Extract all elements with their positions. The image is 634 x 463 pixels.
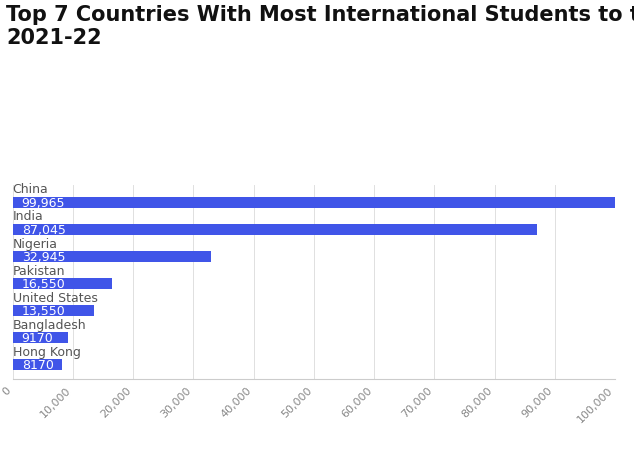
Text: 13,550: 13,550 <box>22 304 65 317</box>
Text: Pakistan: Pakistan <box>13 264 65 277</box>
Text: China: China <box>13 183 48 196</box>
Text: India: India <box>13 210 44 223</box>
Text: 99,965: 99,965 <box>22 196 65 209</box>
Bar <box>13 251 211 263</box>
Text: 32,945: 32,945 <box>22 250 65 263</box>
Text: 8170: 8170 <box>22 358 54 371</box>
Text: 16,550: 16,550 <box>22 277 65 290</box>
Bar <box>13 305 94 317</box>
Text: United States: United States <box>13 291 98 304</box>
Text: 9170: 9170 <box>22 332 53 344</box>
Text: Top 7 Countries With Most International Students to the UK in
2021-22: Top 7 Countries With Most International … <box>6 5 634 48</box>
Bar <box>13 359 62 370</box>
Text: 87,045: 87,045 <box>22 223 65 236</box>
Text: Bangladesh: Bangladesh <box>13 318 86 331</box>
Text: Nigeria: Nigeria <box>13 237 58 250</box>
Bar <box>13 197 615 208</box>
Bar <box>13 224 537 235</box>
Bar <box>13 278 112 289</box>
Bar <box>13 332 68 344</box>
Text: Hong Kong: Hong Kong <box>13 345 81 358</box>
